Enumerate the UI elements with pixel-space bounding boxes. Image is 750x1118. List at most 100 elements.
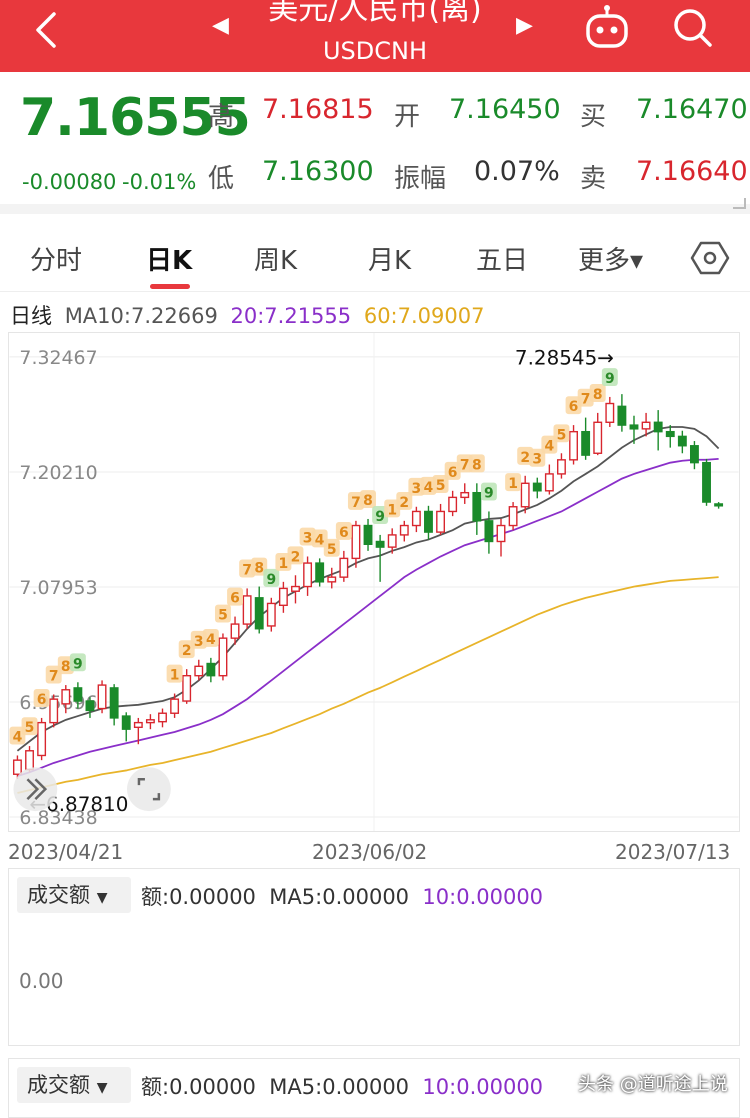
td-label: 6 [230, 591, 240, 607]
candle-body [520, 482, 530, 508]
td-badge [45, 665, 62, 684]
candle-body [508, 506, 518, 527]
td-label: 4 [13, 730, 23, 746]
ask-label: 卖 [580, 164, 607, 194]
volume-panel: 成交额 ▼ 额:0.00000 MA5:0.00000 10:0.00000 0… [8, 868, 740, 1046]
td-badge [408, 477, 425, 496]
collapse-button[interactable] [13, 767, 58, 812]
fullscreen-button[interactable] [126, 767, 171, 812]
candle-body [97, 684, 107, 710]
candle-body [170, 698, 180, 714]
candle-body [254, 597, 264, 630]
tab-intraday[interactable]: 分时 [30, 246, 83, 276]
td-label: 7 [351, 495, 361, 511]
td-label: 9 [605, 371, 615, 387]
volume-ma5-2: MA5:0.00000 [269, 1075, 410, 1099]
candle-body [641, 421, 651, 430]
settings-hexagon-icon[interactable] [690, 238, 730, 278]
td-badge [21, 717, 38, 736]
td-label: 7 [242, 562, 252, 578]
candle-body [557, 459, 566, 475]
td-badge [517, 446, 534, 465]
period-tabs: 分时 日K 周K 月K 五日 更多▾ [0, 224, 750, 292]
candle-body [339, 557, 349, 578]
td-badge [372, 506, 389, 524]
tab-five-day[interactable]: 五日 [476, 246, 529, 276]
ma10-line [16, 426, 720, 752]
td-label: 7 [581, 392, 591, 408]
indicator-selector[interactable]: 成交额 ▼ [17, 877, 131, 913]
candle-body [689, 445, 699, 464]
td-badge [347, 491, 364, 510]
fullscreen-icon [152, 793, 161, 801]
candle-body [49, 698, 59, 724]
candle-body [593, 421, 603, 454]
td-label: 5 [25, 720, 35, 736]
candle-body [665, 430, 675, 438]
td-label: 6 [339, 525, 349, 541]
td-badge [468, 454, 485, 473]
expand-corner-icon[interactable] [730, 196, 748, 210]
back-arrow-icon[interactable] [28, 8, 68, 52]
td-label: 3 [532, 452, 542, 468]
bid-label: 买 [580, 102, 607, 132]
fullscreen-icon [137, 777, 145, 786]
td-badge [239, 559, 256, 578]
td-label: 2 [399, 495, 409, 511]
tab-monthly-k[interactable]: 月K [368, 246, 412, 276]
ask-value: 7.16640 [636, 156, 748, 187]
indicator-selector-label: 成交额 [27, 883, 90, 907]
indicator-selector-2[interactable]: 成交额 ▼ [17, 1067, 131, 1103]
candle-body [532, 482, 542, 492]
td-label: 8 [472, 457, 482, 473]
prev-symbol-arrow-icon[interactable]: ◀ [212, 12, 229, 37]
td-label: 3 [412, 481, 422, 497]
tab-daily-k[interactable]: 日K [146, 246, 193, 276]
amplitude-label: 振幅 [394, 164, 447, 194]
page-title: 美元/人民币(离) [268, 0, 482, 27]
price-change-percent: -0.01% [122, 170, 197, 194]
candle-body [278, 587, 288, 607]
volume-zero-tick: 0.00 [19, 969, 64, 993]
td-badge [505, 473, 522, 492]
x-axis-label-end: 2023/07/13 [615, 840, 731, 864]
candle-body [206, 662, 216, 677]
candle-body [677, 435, 687, 447]
robot-assistant-icon[interactable] [582, 4, 632, 52]
ma-legend: 日线 MA10:7.22669 20:7.21555 60:7.09007 [10, 300, 490, 330]
y-tick-label: 7.07953 [19, 577, 97, 599]
double-chevron-icon [26, 778, 40, 801]
candlestick-chart[interactable]: 7.324677.202107.079536.956966.8343845678… [8, 332, 740, 832]
td-badge [432, 475, 449, 493]
x-axis-label-mid: 2023/06/02 [312, 840, 428, 864]
tab-more[interactable]: 更多▾ [578, 246, 644, 276]
top-bar: ◀ 美元/人民币(离) ▶ USDCNH [0, 0, 750, 72]
td-label: 9 [73, 656, 83, 672]
td-badge [57, 656, 74, 675]
open-value: 7.16450 [449, 94, 561, 125]
td-badge [565, 396, 582, 415]
volume-panel-2: 成交额 ▼ 额:0.00000 MA5:0.00000 10:0.00000 [8, 1058, 740, 1118]
td-badge [190, 630, 207, 649]
candle-body [375, 540, 385, 548]
candle-body [85, 700, 95, 712]
td-badge [541, 435, 558, 454]
active-tab-indicator [150, 284, 190, 289]
bid-value: 7.16470 [636, 94, 748, 125]
search-icon[interactable] [668, 4, 718, 52]
volume-info: 额:0.00000 MA5:0.00000 10:0.00000 [141, 881, 543, 911]
td-badge [166, 664, 183, 683]
next-symbol-arrow-icon[interactable]: ▶ [516, 12, 533, 37]
candle-body [629, 424, 639, 430]
candle-body [617, 405, 627, 426]
td-label: 4 [206, 632, 216, 648]
td-label: 9 [266, 572, 276, 588]
td-label: 9 [375, 509, 385, 525]
td-label: 6 [37, 692, 47, 708]
candle-body [194, 665, 204, 677]
td-badge [420, 476, 437, 495]
td-label: 8 [363, 493, 373, 509]
volume-ma10: 10:0.00000 [422, 885, 544, 909]
tab-weekly-k[interactable]: 周K [254, 246, 298, 276]
td-label: 1 [170, 668, 180, 684]
